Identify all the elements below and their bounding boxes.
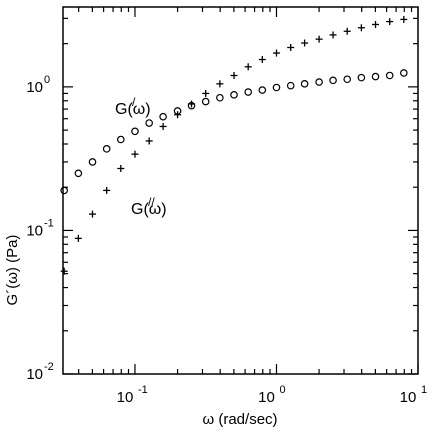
data-point-plus bbox=[400, 15, 408, 23]
data-point-plus bbox=[60, 267, 68, 275]
data-point-plus bbox=[145, 137, 153, 145]
y-axis-label: G´(ω) (Pa) bbox=[4, 235, 21, 306]
axis-ticks bbox=[63, 7, 419, 375]
data-point-circle bbox=[371, 72, 380, 81]
y-tick-label-exponent: -2 bbox=[44, 361, 54, 373]
data-point-plus bbox=[301, 39, 309, 47]
data-point-plus bbox=[386, 18, 394, 26]
x-tick-label-exponent: 0 bbox=[279, 384, 285, 396]
svg-text://: // bbox=[148, 195, 155, 209]
data-point-plus bbox=[244, 63, 252, 71]
data-point-circle bbox=[102, 145, 111, 153]
data-point-plus bbox=[117, 165, 125, 173]
data-point-circle bbox=[117, 135, 125, 144]
data-point-circle bbox=[131, 127, 139, 136]
annotation-g-double-prime: G(ω) // bbox=[131, 195, 167, 218]
data-point-plus bbox=[216, 80, 224, 88]
data-point-plus bbox=[230, 71, 238, 79]
svg-text:G(ω): G(ω) bbox=[131, 201, 167, 218]
data-point-circle bbox=[315, 78, 323, 86]
data-point-circle bbox=[300, 80, 309, 88]
y-tick-label-exponent: 0 bbox=[44, 74, 50, 86]
data-points bbox=[60, 15, 408, 275]
data-point-plus bbox=[188, 100, 196, 108]
data-point-plus bbox=[272, 49, 280, 57]
data-point-plus bbox=[287, 44, 295, 52]
data-point-plus bbox=[372, 20, 380, 28]
x-tick-label-exponent: -1 bbox=[138, 384, 148, 396]
x-tick-label: 10 bbox=[117, 389, 134, 406]
data-point-circle bbox=[60, 186, 68, 195]
plot-frame bbox=[62, 6, 419, 375]
data-point-circle bbox=[88, 158, 97, 166]
data-point-plus bbox=[357, 24, 365, 32]
data-point-circle bbox=[272, 83, 281, 92]
data-point-plus bbox=[315, 35, 323, 43]
x-tick-labels: 10 -1 10 0 10 1 bbox=[117, 384, 427, 406]
data-point-circle bbox=[74, 169, 83, 178]
data-point-plus bbox=[343, 27, 351, 35]
data-point-circle bbox=[343, 75, 352, 84]
data-point-plus bbox=[159, 122, 167, 130]
annotation-g-prime: G(ω) / bbox=[115, 95, 151, 118]
data-point-plus bbox=[74, 234, 82, 242]
data-point-plus bbox=[131, 150, 139, 158]
data-point-circle bbox=[385, 71, 394, 80]
data-point-circle bbox=[357, 73, 366, 82]
data-point-plus bbox=[258, 56, 266, 64]
data-point-circle bbox=[286, 81, 295, 90]
y-tick-label: 10 bbox=[26, 222, 43, 239]
data-point-circle bbox=[216, 93, 224, 102]
x-axis-label: ω (rad/sec) bbox=[202, 411, 277, 428]
data-point-circle bbox=[230, 91, 238, 99]
data-point-circle bbox=[201, 97, 210, 106]
svg-text:G(ω): G(ω) bbox=[115, 101, 151, 118]
data-point-plus bbox=[329, 31, 337, 39]
x-tick-label: 10 bbox=[258, 389, 275, 406]
data-point-circle bbox=[258, 86, 267, 94]
data-point-plus bbox=[174, 111, 182, 119]
data-point-plus bbox=[103, 186, 111, 194]
data-point-plus bbox=[89, 210, 97, 218]
x-tick-label-exponent: 1 bbox=[421, 384, 427, 396]
svg-text:/: / bbox=[132, 95, 136, 109]
data-point-circle bbox=[145, 119, 153, 127]
data-point-circle bbox=[159, 112, 167, 121]
y-tick-label-exponent: -1 bbox=[44, 217, 54, 229]
y-tick-label: 10 bbox=[26, 79, 43, 96]
data-point-circle bbox=[329, 76, 337, 85]
y-tick-label: 10 bbox=[26, 366, 43, 383]
x-tick-label: 10 bbox=[400, 389, 417, 406]
data-point-circle bbox=[400, 69, 408, 77]
data-point-circle bbox=[244, 88, 252, 96]
data-point-plus bbox=[202, 89, 210, 97]
